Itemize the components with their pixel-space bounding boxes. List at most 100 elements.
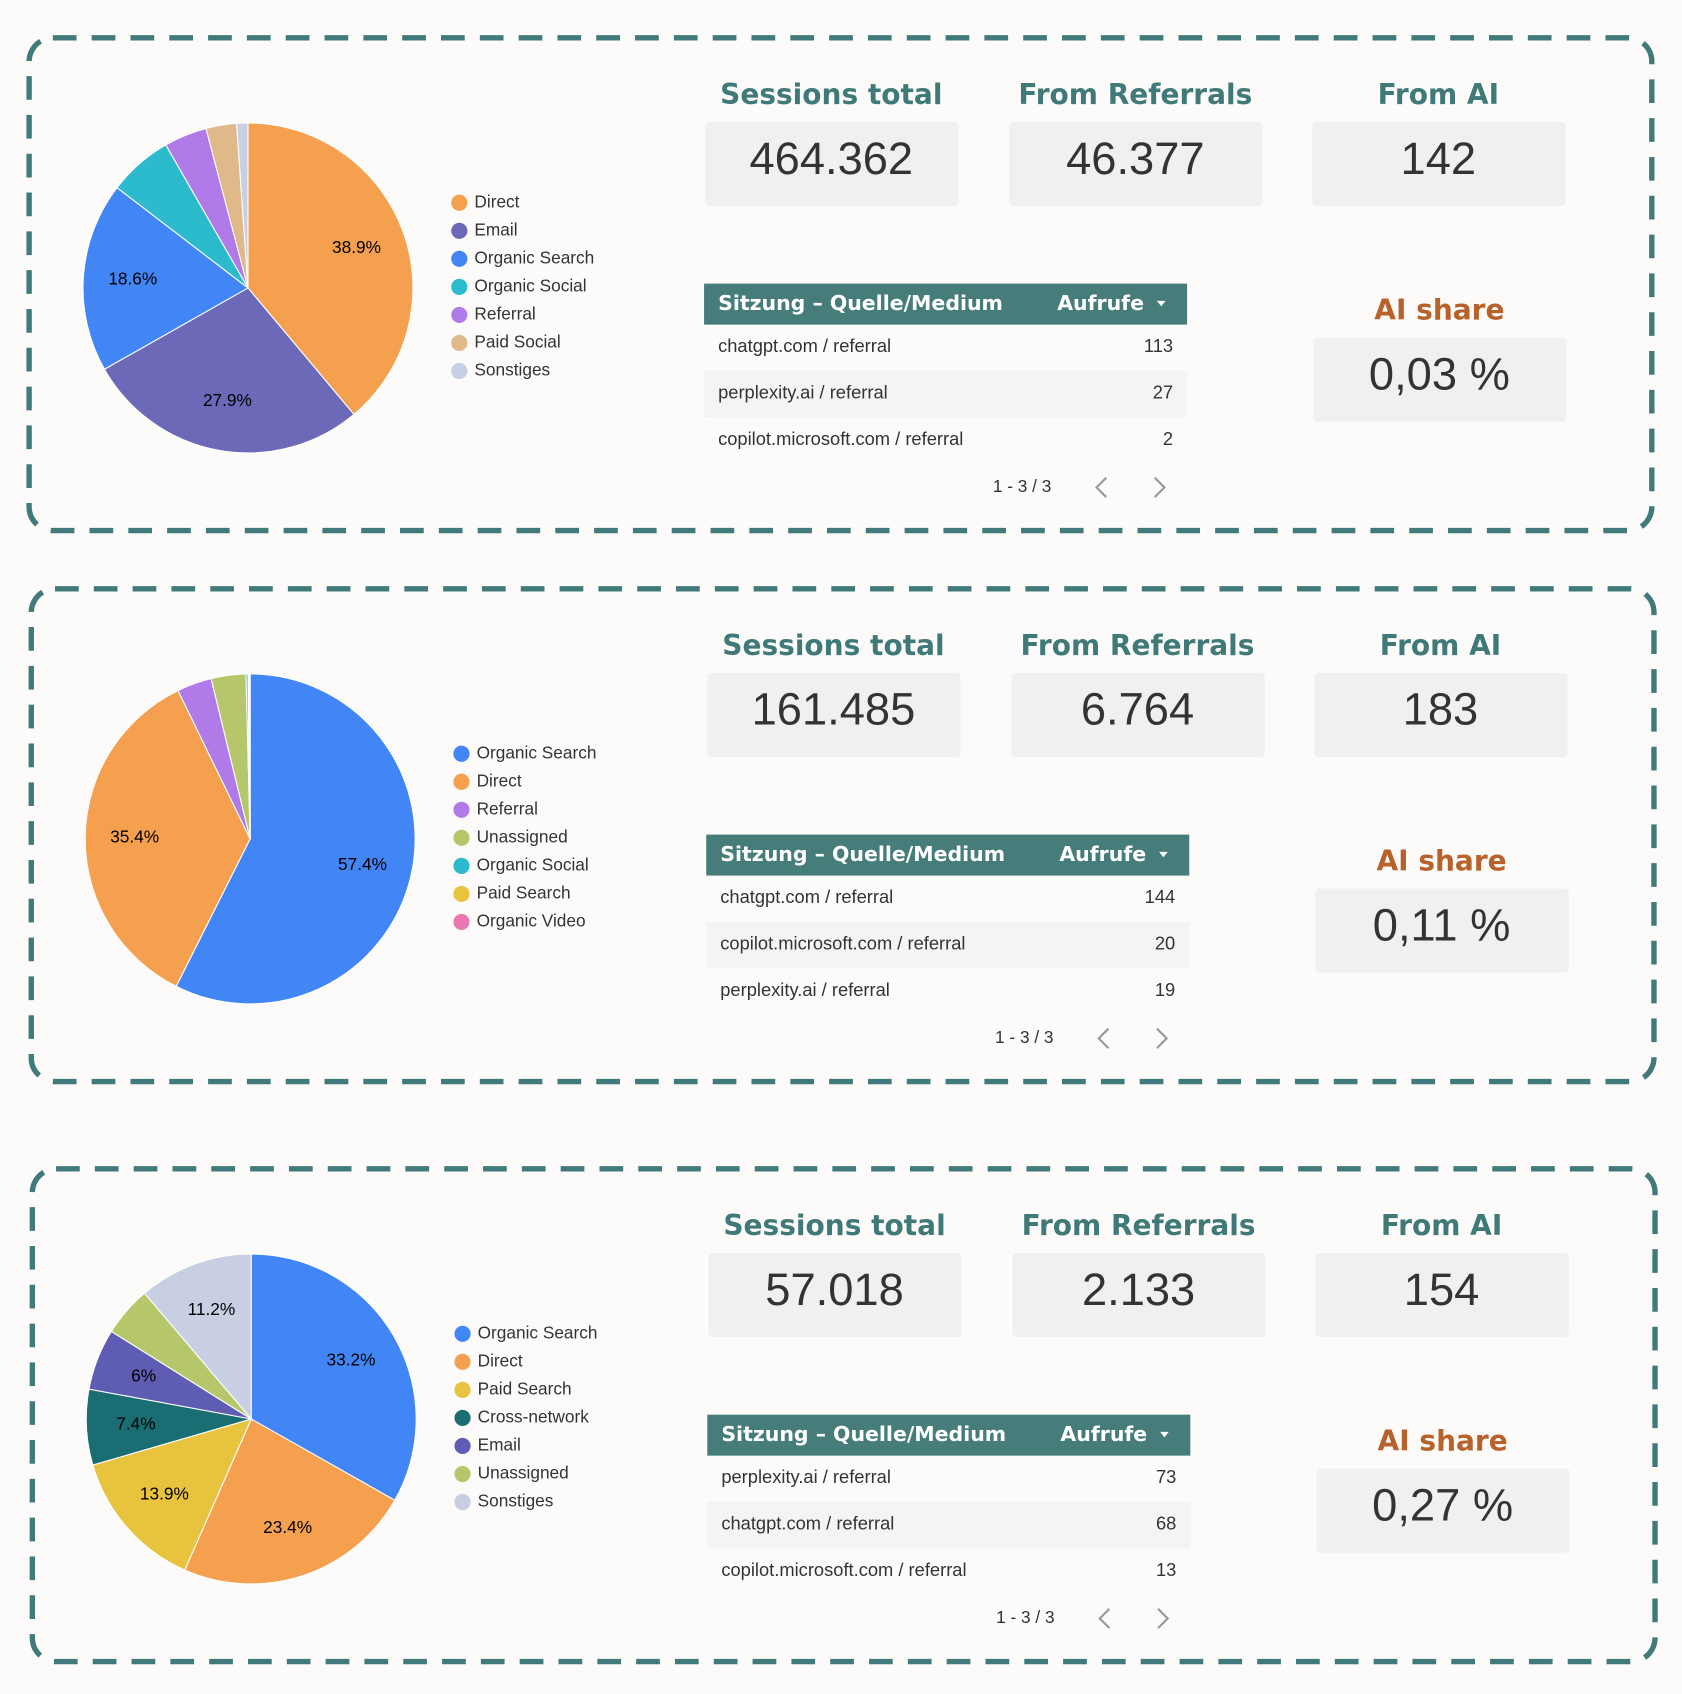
legend-label: Email [474,219,517,239]
slice-label: 18.6% [108,269,157,289]
slice-label: 57.4% [338,854,387,874]
sort-icon [1156,300,1166,307]
ai-share-title: AI share [1374,294,1504,327]
kpi-value: 464.362 [749,133,913,184]
legend-label: Email [478,1435,521,1455]
table-row-bg [707,1502,1191,1549]
table-row-bg [704,370,1188,418]
kpi-value: 46.377 [1066,133,1204,184]
sort-icon [1160,1431,1169,1438]
legend-swatch [454,1325,471,1342]
kpi-box [1009,121,1263,207]
slice-label: 7.4% [116,1413,155,1433]
table-header [707,1414,1191,1456]
ai-share-box [1313,337,1567,422]
kpi-value: 183 [1403,684,1479,735]
legend-label: Organic Video [477,910,586,930]
panel: 33.2% 23.4% 13.9% 7.4% 6% 11.2% Organic Search… [29,1166,1658,1665]
legend-label: Organic Social [474,275,586,295]
pie-slice [184,1418,396,1585]
legend-label: Organic Search [474,247,594,267]
kpi-value: 57.018 [765,1264,903,1315]
ai-share-value: 0,03 % [1369,348,1510,399]
kpi-value: 2.133 [1082,1264,1195,1315]
kpi-box [1315,1252,1569,1338]
pagination: 1 - 3 / 3 [993,476,1051,496]
legend-swatch [454,1409,471,1426]
legend-swatch [451,250,468,267]
kpi-title: From Referrals [1018,78,1252,111]
pie-slice [82,186,249,370]
slice-label: 38.9% [332,237,381,257]
kpi-box [1314,672,1568,757]
legend-swatch [454,1493,471,1511]
table-cell: perplexity.ai / referral [718,381,888,402]
next-page[interactable] [1156,1027,1169,1049]
pie-slice [103,287,355,454]
table-header-cell[interactable]: Aufrufe [1060,1422,1147,1446]
panel-border [28,586,1657,1085]
legend-label: Direct [477,770,522,790]
legend-swatch [454,1437,471,1455]
table-cell: chatgpt.com / referral [721,1512,894,1533]
legend-label: Unassigned [477,826,568,846]
table-cell: 144 [1145,886,1176,907]
table-header [706,834,1190,876]
kpi-title: From Referrals [1022,1209,1256,1242]
slice-label: 13.9% [140,1484,189,1504]
legend-swatch [453,745,470,762]
panel: 57.4% 35.4% Organic Search Direct Referral Un… [28,586,1657,1085]
kpi-box [1312,121,1566,207]
legend-swatch [454,1465,471,1483]
legend-swatch [453,829,470,846]
legend-label: Organic Social [477,854,589,874]
table-cell: 113 [1144,335,1173,356]
prev-page[interactable] [1098,1607,1111,1629]
table-cell: 20 [1155,932,1175,953]
table-header-cell: Sitzung – Quelle/Medium [720,842,1005,866]
legend-label: Paid Social [474,332,560,352]
next-page[interactable] [1153,476,1166,498]
pie-slice [143,1253,252,1421]
slice-label: 35.4% [110,827,159,847]
legend-label: Direct [478,1350,523,1370]
pie-slice [92,1418,253,1571]
legend-swatch [454,1381,471,1398]
legend-swatch [451,222,468,239]
table-cell: 73 [1156,1466,1176,1487]
ai-share-title: AI share [1376,845,1506,878]
panel-border [26,35,1655,534]
pagination: 1 - 3 / 3 [995,1027,1054,1047]
panel: 38.9% 27.9% 18.6% Direct Email Organic Search… [26,35,1655,534]
legend-swatch [451,194,468,211]
table-cell: copilot.microsoft.com / referral [721,1559,966,1580]
ai-share-title: AI share [1378,1425,1508,1458]
kpi-title: From Referrals [1021,629,1255,662]
legend-label: Sonstiges [474,360,550,380]
table-header-cell[interactable]: Aufrufe [1057,291,1144,315]
kpi-box [705,121,959,207]
slice-label: 23.4% [263,1517,312,1537]
pie-slice [248,673,251,839]
legend-label: Referral [474,303,535,323]
slice-label: 6% [131,1366,156,1386]
pie-slice [250,1253,417,1502]
table-cell: 13 [1156,1559,1176,1580]
pie-slice [236,122,249,288]
table-header-cell: Sitzung – Quelle/Medium [718,291,1003,315]
prev-page[interactable] [1095,476,1108,498]
table-cell: copilot.microsoft.com / referral [718,428,963,449]
kpi-box [1011,672,1265,757]
table-header-cell[interactable]: Aufrufe [1059,842,1146,866]
kpi-title: Sessions total [722,629,944,662]
legend-swatch [451,362,468,380]
prev-page[interactable] [1097,1027,1110,1049]
next-page[interactable] [1157,1607,1170,1629]
legend-swatch [451,278,468,295]
table-cell: perplexity.ai / referral [721,1466,891,1487]
kpi-box [708,1252,962,1338]
legend-swatch [451,306,468,323]
legend-label: Direct [474,191,519,211]
ai-share-box [1316,1468,1570,1553]
